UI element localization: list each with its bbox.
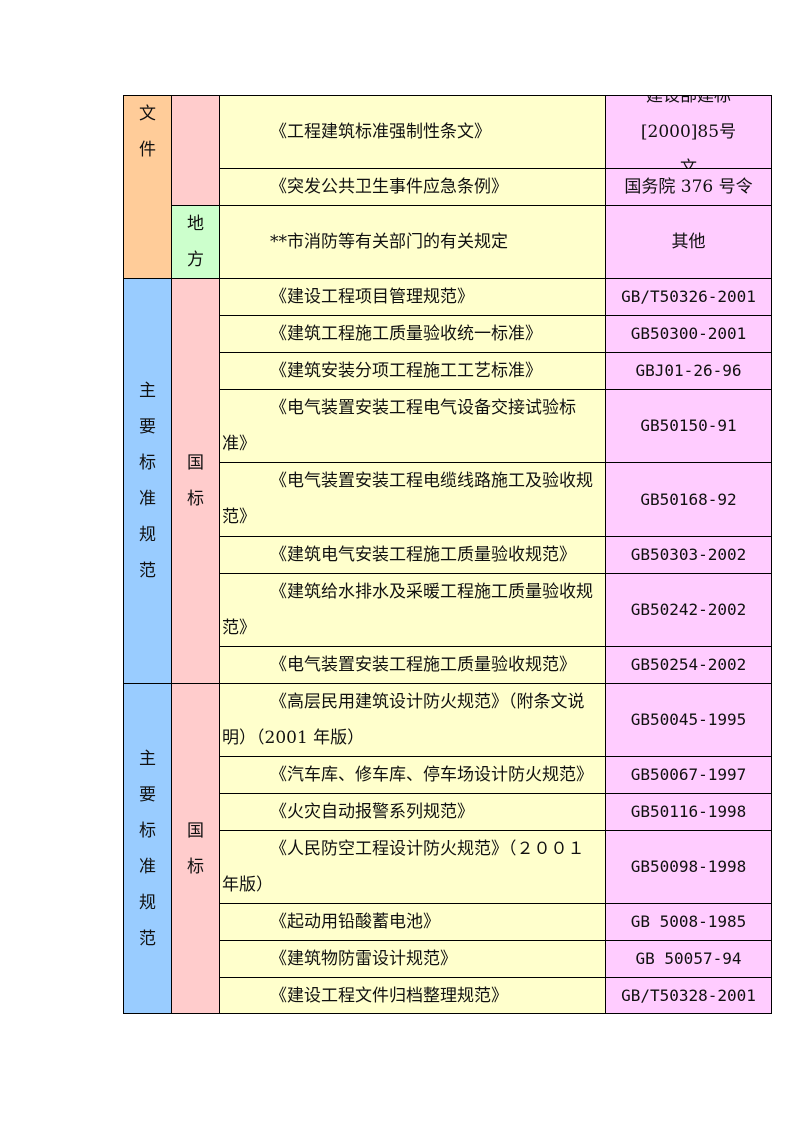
standard-code: GB 5008-1985 <box>630 912 747 931</box>
standard-title: 《高层民用建筑设计防火规范》（附条文说明）（2001 年版） <box>222 692 585 748</box>
vertical-char: 方 <box>187 250 204 270</box>
standard-title: 《建筑电气安装工程施工质量验收规范》 <box>270 545 576 565</box>
standard-code-cell: 建设部建标[2000]85号文 <box>605 95 772 169</box>
standard-code: 国务院 376 号令 <box>624 177 753 197</box>
standard-title-cell: 《工程建筑标准强制性条文》 <box>219 95 606 169</box>
vertical-char: 标 <box>187 856 204 877</box>
standard-code-cell: 国务院 376 号令 <box>605 168 772 206</box>
vertical-char: 主 <box>139 381 156 401</box>
vertical-char: 国 <box>187 453 204 473</box>
standard-code-cell: GB50098-1998 <box>605 830 772 904</box>
standard-code: GB50242-2002 <box>630 600 747 619</box>
standard-title: 《突发公共卫生事件应急条例》 <box>270 177 508 197</box>
standard-code-cell: GB50254-2002 <box>605 646 772 684</box>
vertical-char: 规 <box>139 892 156 913</box>
standard-title: 《建筑给水排水及采暖工程施工质量验收规范》 <box>222 582 593 638</box>
vertical-char: 要 <box>139 784 156 805</box>
category-cell: 文件 <box>123 95 172 279</box>
vertical-char: 国 <box>187 820 204 841</box>
vertical-char: 标 <box>139 820 156 841</box>
standard-title: 《人民防空工程设计防火规范》（２００１年版） <box>222 839 585 895</box>
standard-title-cell: 《建设工程文件归档整理规范》 <box>219 977 606 1014</box>
subgroup-cell: 地方 <box>171 205 220 279</box>
vertical-char: 标 <box>187 489 204 509</box>
standard-title: 《建筑工程施工质量验收统一标准》 <box>270 324 542 344</box>
standard-code: GB 50057-94 <box>635 949 742 968</box>
standard-code: GBJ01-26-96 <box>635 361 742 380</box>
standard-title-cell: 《汽车库、修车库、停车场设计防火规范》 <box>219 756 606 794</box>
standard-title: 《电气装置安装工程施工质量验收规范》 <box>270 655 576 675</box>
standard-title: **市消防等有关部门的有关规定 <box>270 232 508 252</box>
standard-title: 《工程建筑标准强制性条文》 <box>270 122 491 142</box>
standard-code-cell: GB50300-2001 <box>605 315 772 353</box>
vertical-char: 主 <box>139 748 156 769</box>
standard-code: GB50098-1998 <box>630 857 747 876</box>
vertical-char: 文 <box>139 104 156 124</box>
standard-code: GB50300-2001 <box>630 324 747 343</box>
vertical-char: 范 <box>139 561 156 581</box>
standard-code-cell: 其他 <box>605 205 772 279</box>
vertical-char: 准 <box>139 489 156 509</box>
standard-title: 《建筑物防雷设计规范》 <box>270 949 457 969</box>
standard-code: 建设部建标[2000]85号文 <box>640 95 737 169</box>
standard-code: GB50116-1998 <box>630 802 747 821</box>
standard-code-cell: GB50168-92 <box>605 462 772 537</box>
standard-code: GB50150-91 <box>640 416 737 435</box>
standard-title-cell: 《电气装置安装工程施工质量验收规范》 <box>219 646 606 684</box>
standard-code: GB/T50326-2001 <box>621 287 756 306</box>
standard-code: GB50168-92 <box>640 489 737 509</box>
standard-title-cell: 《建筑给水排水及采暖工程施工质量验收规范》 <box>219 573 606 647</box>
standard-title: 《电气装置安装工程电气设备交接试验标准》 <box>222 398 576 454</box>
standard-title-cell: 《电气装置安装工程电气设备交接试验标准》 <box>219 389 606 463</box>
standard-title-cell: 《电气装置安装工程电缆线路施工及验收规范》 <box>219 462 606 537</box>
standard-code-cell: GB/T50328-2001 <box>605 977 772 1014</box>
standard-title-cell: **市消防等有关部门的有关规定 <box>219 205 606 279</box>
standard-code-cell: GB50303-2002 <box>605 536 772 574</box>
standard-code: GB/T50328-2001 <box>621 985 756 1005</box>
standard-title-cell: 《建设工程项目管理规范》 <box>219 278 606 316</box>
standard-code-cell: GB50150-91 <box>605 389 772 463</box>
standard-title-cell: 《火灾自动报警系列规范》 <box>219 793 606 831</box>
standard-code-cell: GB50045-1995 <box>605 683 772 757</box>
standard-code: GB50303-2002 <box>630 545 747 564</box>
standard-title: 《建设工程文件归档整理规范》 <box>270 986 508 1006</box>
subgroup-cell: 国标 <box>171 683 220 1014</box>
vertical-char: 规 <box>139 525 156 545</box>
standard-title: 《建设工程项目管理规范》 <box>270 287 474 307</box>
standard-title-cell: 《高层民用建筑设计防火规范》（附条文说明）（2001 年版） <box>219 683 606 757</box>
standard-title-cell: 《突发公共卫生事件应急条例》 <box>219 168 606 206</box>
vertical-char: 件 <box>139 140 156 160</box>
standard-code: GB50254-2002 <box>630 655 747 674</box>
standard-title-cell: 《建筑工程施工质量验收统一标准》 <box>219 315 606 353</box>
vertical-char: 标 <box>139 453 156 473</box>
vertical-char: 地 <box>187 214 204 234</box>
standard-code: GB50067-1997 <box>630 765 747 784</box>
standard-title: 《起动用铅酸蓄电池》 <box>270 912 440 932</box>
standard-code-cell: GB 50057-94 <box>605 940 772 978</box>
standard-title: 《建筑安装分项工程施工工艺标准》 <box>270 361 542 381</box>
standard-code-cell: GB50116-1998 <box>605 793 772 831</box>
vertical-char: 准 <box>139 856 156 877</box>
category-cell: 主要标准规范 <box>123 278 172 684</box>
standard-title: 《电气装置安装工程电缆线路施工及验收规范》 <box>222 471 593 527</box>
subgroup-cell <box>171 95 220 206</box>
standard-title-cell: 《建筑物防雷设计规范》 <box>219 940 606 978</box>
vertical-char: 要 <box>139 417 156 437</box>
vertical-char: 范 <box>139 928 156 949</box>
standard-code-cell: GBJ01-26-96 <box>605 352 772 390</box>
standard-title-cell: 《起动用铅酸蓄电池》 <box>219 903 606 941</box>
standard-code: GB50045-1995 <box>630 710 747 729</box>
standard-code-cell: GB50067-1997 <box>605 756 772 794</box>
standard-title-cell: 《人民防空工程设计防火规范》（２００１年版） <box>219 830 606 904</box>
standard-code-cell: GB/T50326-2001 <box>605 278 772 316</box>
subgroup-cell: 国标 <box>171 278 220 684</box>
category-cell: 主要标准规范 <box>123 683 172 1014</box>
standard-code-cell: GB50242-2002 <box>605 573 772 647</box>
standard-code: 其他 <box>671 232 706 252</box>
standard-title-cell: 《建筑安装分项工程施工工艺标准》 <box>219 352 606 390</box>
standard-title: 《火灾自动报警系列规范》 <box>270 802 474 822</box>
standard-title-cell: 《建筑电气安装工程施工质量验收规范》 <box>219 536 606 574</box>
standard-code-cell: GB 5008-1985 <box>605 903 772 941</box>
standard-title: 《汽车库、修车库、停车场设计防火规范》 <box>270 765 593 785</box>
